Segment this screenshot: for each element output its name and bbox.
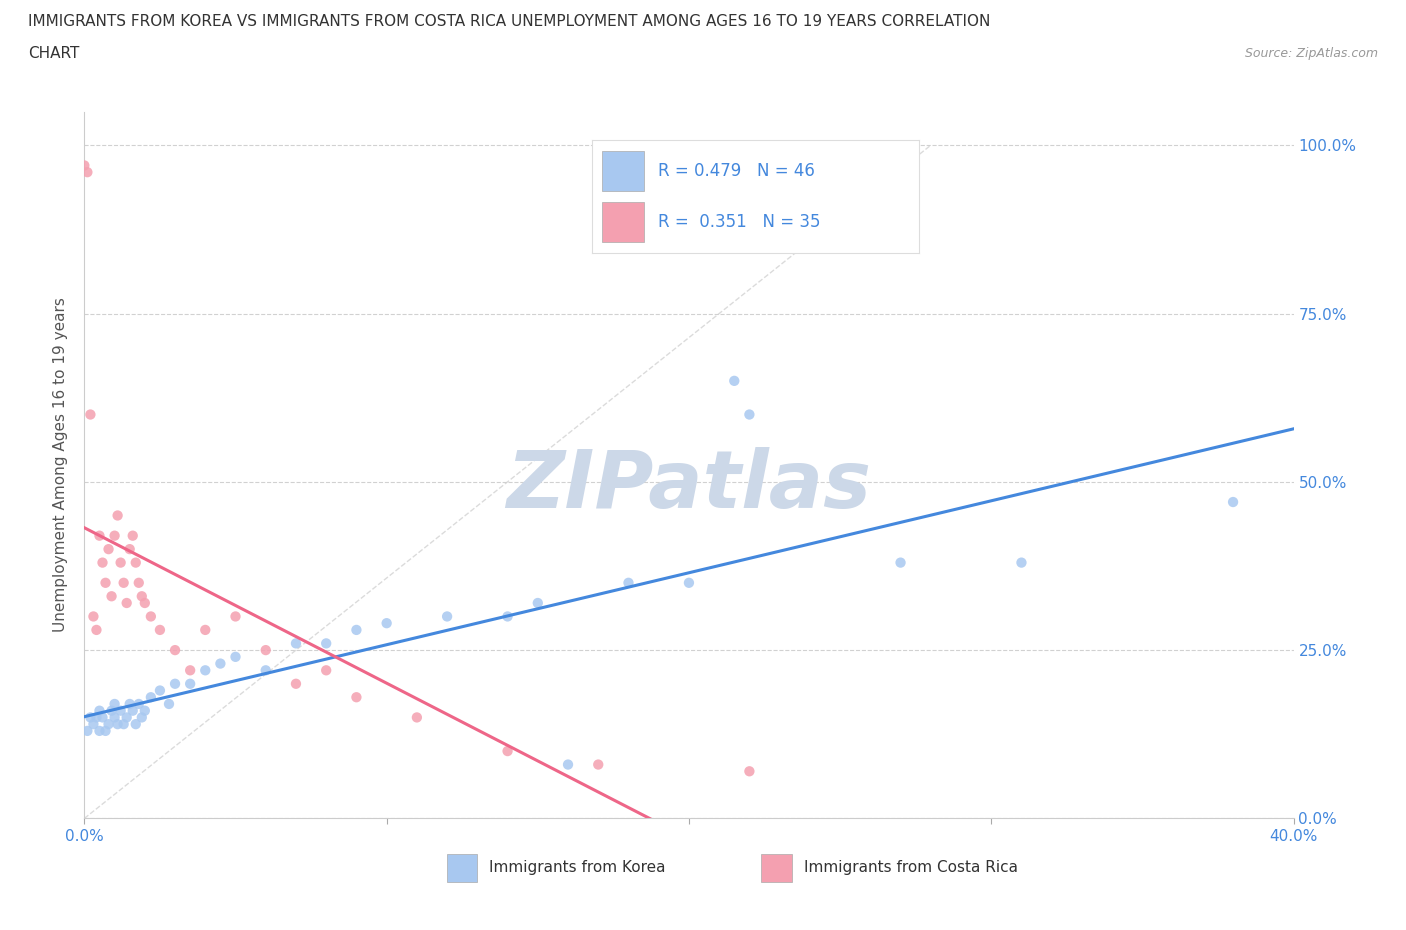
Text: CHART: CHART (28, 46, 80, 61)
Point (73, 158, 96, 173)
Point (1222, 495, 1244, 510)
Y-axis label: Unemployment Among Ages 16 to 19 years: Unemployment Among Ages 16 to 19 years (53, 298, 69, 632)
Point (76, 165, 98, 179)
Point (121, 528, 143, 543)
Point (104, 528, 127, 543)
Point (165, 676, 187, 691)
Point (110, 703, 132, 718)
Point (125, 717, 148, 732)
Point (112, 717, 135, 732)
Point (254, 663, 277, 678)
Point (254, 643, 277, 658)
Point (121, 703, 143, 718)
Point (738, 764, 761, 778)
Text: Source: ZipAtlas.com: Source: ZipAtlas.com (1244, 46, 1378, 60)
Point (82, 717, 104, 732)
Point (91, 710, 114, 724)
Point (89, 724, 111, 738)
Point (375, 616, 398, 631)
Point (76, 724, 98, 738)
Point (134, 595, 156, 610)
Point (285, 676, 308, 691)
Point (118, 541, 141, 556)
Point (104, 697, 127, 711)
Point (79, 710, 101, 724)
Point (436, 609, 458, 624)
Point (527, 595, 550, 610)
Point (131, 710, 153, 724)
Point (115, 710, 138, 724)
Point (97, 541, 120, 556)
Point (225, 609, 247, 624)
Point (194, 622, 217, 637)
Point (617, 576, 640, 591)
Point (107, 717, 129, 732)
Point (209, 657, 232, 671)
Point (723, 374, 745, 389)
Point (179, 676, 201, 691)
Point (86, 710, 108, 724)
Point (285, 636, 308, 651)
Point (107, 508, 129, 523)
Point (89, 703, 111, 718)
Point (139, 609, 162, 624)
Point (346, 690, 368, 705)
Point (149, 683, 172, 698)
Bar (762, 854, 792, 882)
Point (1011, 555, 1033, 570)
Point (678, 576, 700, 591)
Point (82, 609, 104, 624)
Point (110, 555, 132, 570)
Point (86, 622, 108, 637)
Point (496, 609, 519, 624)
Point (588, 757, 610, 772)
Point (94, 724, 117, 738)
Bar (447, 854, 478, 882)
Point (115, 595, 138, 610)
Point (79, 407, 101, 422)
Point (118, 697, 141, 711)
Point (112, 576, 135, 591)
Point (315, 636, 337, 651)
Point (104, 710, 127, 724)
Text: IMMIGRANTS FROM KOREA VS IMMIGRANTS FROM COSTA RICA UNEMPLOYMENT AMONG AGES 16 T: IMMIGRANTS FROM KOREA VS IMMIGRANTS FROM… (28, 14, 990, 29)
Point (97, 717, 120, 732)
Point (406, 710, 429, 724)
Point (179, 663, 201, 678)
Point (125, 555, 148, 570)
Point (194, 663, 217, 678)
Point (128, 576, 150, 591)
Point (557, 757, 579, 772)
Point (89, 528, 111, 543)
Text: ZIPatlas: ZIPatlas (506, 447, 872, 525)
Point (134, 703, 156, 718)
Point (165, 643, 187, 658)
Point (496, 744, 519, 759)
Point (100, 589, 122, 604)
Point (94, 576, 117, 591)
Point (139, 690, 162, 705)
Point (100, 703, 122, 718)
Point (738, 407, 761, 422)
Point (890, 555, 912, 570)
Point (346, 622, 368, 637)
Point (315, 663, 337, 678)
Point (91, 555, 114, 570)
Text: Immigrants from Korea: Immigrants from Korea (489, 860, 666, 875)
Point (149, 622, 172, 637)
Point (128, 697, 150, 711)
Point (131, 589, 153, 604)
Text: Immigrants from Costa Rica: Immigrants from Costa Rica (804, 860, 1018, 875)
Point (157, 697, 180, 711)
Point (225, 649, 247, 664)
